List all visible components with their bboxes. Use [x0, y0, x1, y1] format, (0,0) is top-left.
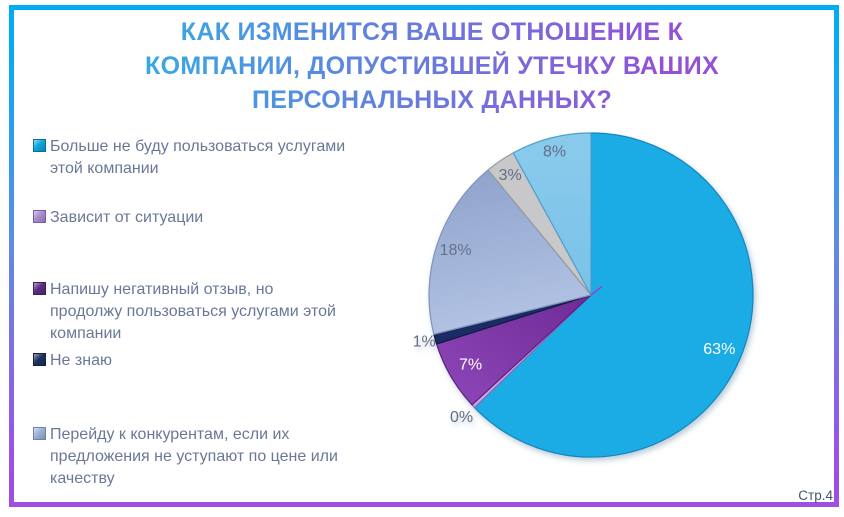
pie-chart-svg: 63% 0% 7% 1% 18% 3% 8%	[413, 132, 754, 458]
legend-item: Не знаю	[33, 350, 381, 372]
pie-slice-percentage-label: 8%	[543, 144, 566, 161]
pie-slice-percentage-label: 63%	[703, 341, 735, 358]
pie-slice-percentage-label: 3%	[499, 167, 522, 184]
legend-item-label: Напишу негативный отзыв, но продолжу пол…	[50, 281, 336, 342]
pie-slice	[473, 132, 754, 458]
legend-swatch-icon	[33, 282, 46, 295]
legend-item: Напишу негативный отзыв, но продолжу пол…	[33, 279, 381, 345]
legend-swatch-icon	[33, 210, 46, 223]
center-sliver-line	[590, 285, 603, 296]
page-number: Стр.4	[798, 488, 833, 503]
pie-slice-percentage-label: 0%	[450, 409, 473, 426]
legend-swatch-icon	[33, 427, 46, 440]
chart-title: КАК ИЗМЕНИТСЯ ВАШЕ ОТНОШЕНИЕ К КОМПАНИИ,…	[70, 15, 794, 117]
legend-item-label: Зависит от ситуации	[50, 209, 204, 226]
legend-item-label: Перейду к конкурентам, если их предложен…	[50, 426, 338, 487]
pie-slice	[512, 132, 592, 296]
legend-item-label: Больше не буду пользоваться услугами это…	[50, 138, 346, 177]
pie-slice-percentage-label: 1%	[413, 334, 436, 351]
legend-swatch-icon	[33, 353, 46, 366]
legend-item: Больше не буду пользоваться услугами это…	[33, 136, 381, 180]
pie-slice-percentage-label: 18%	[440, 242, 472, 259]
pie-slice	[428, 169, 592, 335]
legend-swatch-icon	[33, 139, 46, 152]
pie-chart: 63% 0% 7% 1% 18% 3% 8%	[390, 120, 844, 512]
legend-item-label: Не знаю	[50, 352, 112, 369]
legend-item: Зависит от ситуации	[33, 207, 381, 229]
pie-slice-percentage-label: 7%	[459, 357, 482, 374]
legend-item: Перейду к конкурентам, если их предложен…	[33, 424, 381, 490]
